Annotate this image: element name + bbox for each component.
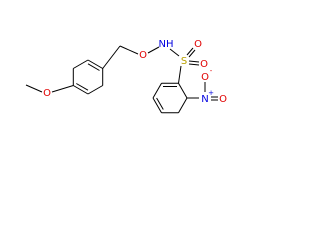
atom-label: O	[201, 72, 209, 83]
atom-label: O	[43, 88, 51, 99]
atom-label: N	[201, 94, 208, 105]
atom-label: O	[139, 50, 147, 61]
atom-label: O	[200, 59, 208, 70]
molecule-diagram: O O NH S O O N + O - O	[25, 39, 227, 114]
atom-label: NH	[159, 39, 174, 50]
atom-label: O	[194, 39, 202, 50]
atom-label: S	[181, 56, 187, 67]
atom-charge: +	[208, 89, 214, 97]
bonds	[25, 45, 218, 114]
atom-charge: -	[210, 67, 213, 75]
atom-label: O	[219, 94, 227, 105]
atom-labels: O O NH S O O N + O - O	[43, 39, 227, 105]
